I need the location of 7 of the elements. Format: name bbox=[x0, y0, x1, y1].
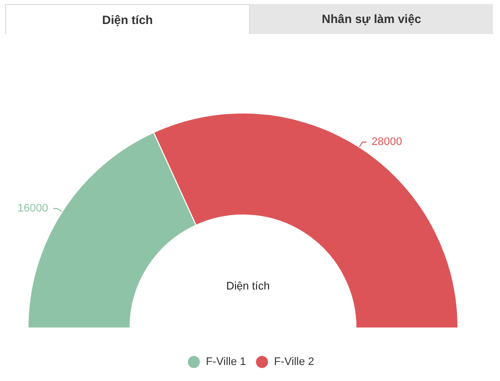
text: Nhân sự làm việc bbox=[250, 4, 493, 34]
text: Diện tích bbox=[226, 280, 270, 292]
legend-label: F-Ville 2 bbox=[274, 356, 314, 368]
data-label: 16000 bbox=[17, 202, 48, 215]
legend-label: F-Ville 1 bbox=[206, 356, 246, 368]
data-label: 28000 bbox=[371, 136, 402, 148]
text: Diện tích bbox=[5, 4, 250, 34]
